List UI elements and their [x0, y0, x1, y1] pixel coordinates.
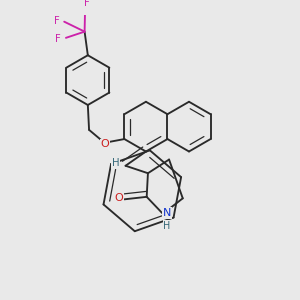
Text: O: O	[115, 194, 123, 203]
Text: O: O	[101, 139, 110, 149]
Text: F: F	[56, 34, 61, 44]
Text: H: H	[112, 158, 119, 168]
Text: F: F	[84, 0, 89, 8]
Text: N: N	[163, 208, 171, 218]
Text: F: F	[54, 16, 60, 26]
Text: H: H	[164, 221, 171, 231]
